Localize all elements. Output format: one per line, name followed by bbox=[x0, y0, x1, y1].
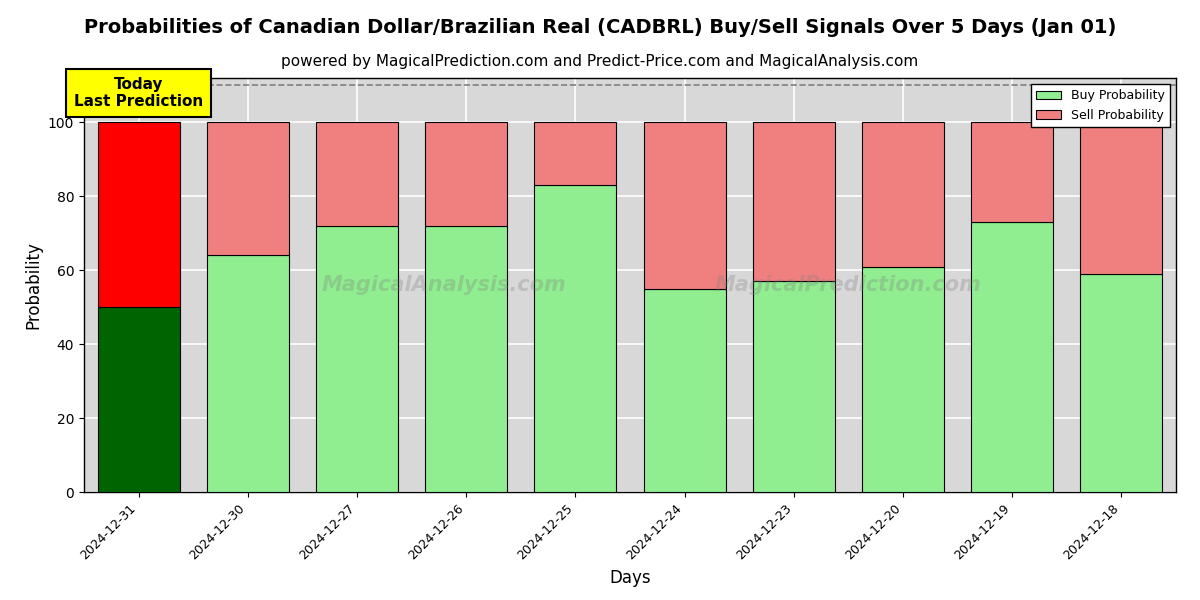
Text: Probabilities of Canadian Dollar/Brazilian Real (CADBRL) Buy/Sell Signals Over 5: Probabilities of Canadian Dollar/Brazili… bbox=[84, 18, 1116, 37]
Bar bbox=[316, 226, 398, 492]
Bar bbox=[1080, 122, 1163, 274]
Bar bbox=[752, 122, 835, 281]
Bar bbox=[206, 122, 289, 256]
Legend: Buy Probability, Sell Probability: Buy Probability, Sell Probability bbox=[1031, 84, 1170, 127]
Text: MagicalPrediction.com: MagicalPrediction.com bbox=[715, 275, 982, 295]
Bar bbox=[206, 256, 289, 492]
Text: powered by MagicalPrediction.com and Predict-Price.com and MagicalAnalysis.com: powered by MagicalPrediction.com and Pre… bbox=[281, 54, 919, 69]
Bar bbox=[971, 122, 1054, 222]
X-axis label: Days: Days bbox=[610, 569, 650, 587]
Bar bbox=[97, 122, 180, 307]
Bar bbox=[425, 226, 508, 492]
Bar bbox=[534, 122, 617, 185]
Bar bbox=[971, 222, 1054, 492]
Bar bbox=[862, 122, 944, 266]
Y-axis label: Probability: Probability bbox=[24, 241, 42, 329]
Bar bbox=[534, 185, 617, 492]
Text: Today
Last Prediction: Today Last Prediction bbox=[74, 77, 203, 109]
Bar bbox=[643, 289, 726, 492]
Bar bbox=[752, 281, 835, 492]
Bar bbox=[643, 122, 726, 289]
Bar bbox=[425, 122, 508, 226]
Bar bbox=[862, 266, 944, 492]
Bar bbox=[97, 307, 180, 492]
Bar bbox=[316, 122, 398, 226]
Text: MagicalAnalysis.com: MagicalAnalysis.com bbox=[322, 275, 566, 295]
Bar bbox=[1080, 274, 1163, 492]
